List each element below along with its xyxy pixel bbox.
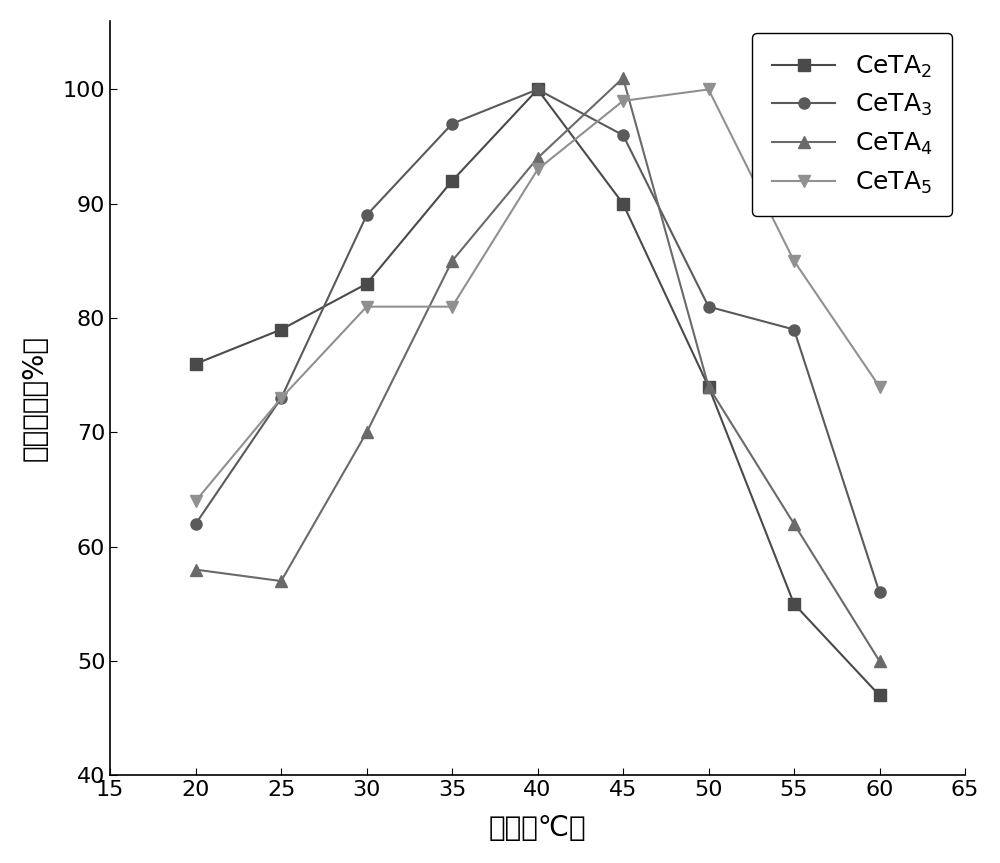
Legend: CeTA$_2$, CeTA$_3$, CeTA$_4$, CeTA$_5$: CeTA$_2$, CeTA$_3$, CeTA$_4$, CeTA$_5$ [752, 34, 952, 216]
Y-axis label: 相对酶活（%）: 相对酶活（%） [21, 335, 49, 461]
X-axis label: 温度（℃）: 温度（℃） [489, 814, 586, 842]
